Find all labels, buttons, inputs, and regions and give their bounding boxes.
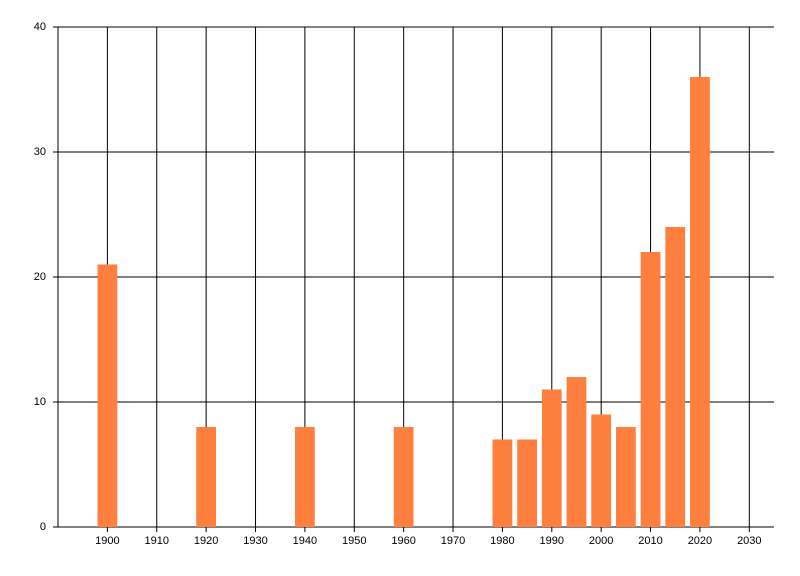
bar [591, 414, 612, 527]
bar [295, 427, 315, 527]
bar [492, 439, 513, 527]
x-tick-label: 1970 [441, 535, 465, 547]
y-tick-label: 0 [40, 521, 46, 533]
x-tick-label: 1960 [391, 535, 415, 547]
x-tick-label: 1900 [95, 535, 119, 547]
x-tick-label: 2000 [589, 535, 613, 547]
x-tick-label: 1910 [145, 535, 169, 547]
bar [640, 252, 661, 527]
x-tick-label: 2020 [688, 535, 712, 547]
bar [517, 439, 537, 527]
bar [690, 77, 710, 527]
bar [97, 264, 118, 527]
bar [196, 427, 217, 527]
x-tick-label: 2010 [638, 535, 662, 547]
y-tick-label: 40 [34, 21, 46, 33]
bar [393, 427, 414, 527]
bar [665, 227, 686, 527]
x-tick-label: 1930 [243, 535, 267, 547]
x-tick-label: 1990 [540, 535, 564, 547]
bar [566, 377, 587, 527]
x-tick-label: 1950 [342, 535, 366, 547]
y-tick-label: 20 [34, 271, 46, 283]
bar [615, 427, 636, 527]
x-tick-label: 1980 [490, 535, 514, 547]
y-tick-label: 10 [34, 396, 46, 408]
bar [541, 389, 562, 527]
x-tick-label: 1920 [194, 535, 218, 547]
y-tick-label: 30 [34, 146, 46, 158]
x-tick-label: 1940 [293, 535, 317, 547]
x-tick-label: 2030 [737, 535, 761, 547]
